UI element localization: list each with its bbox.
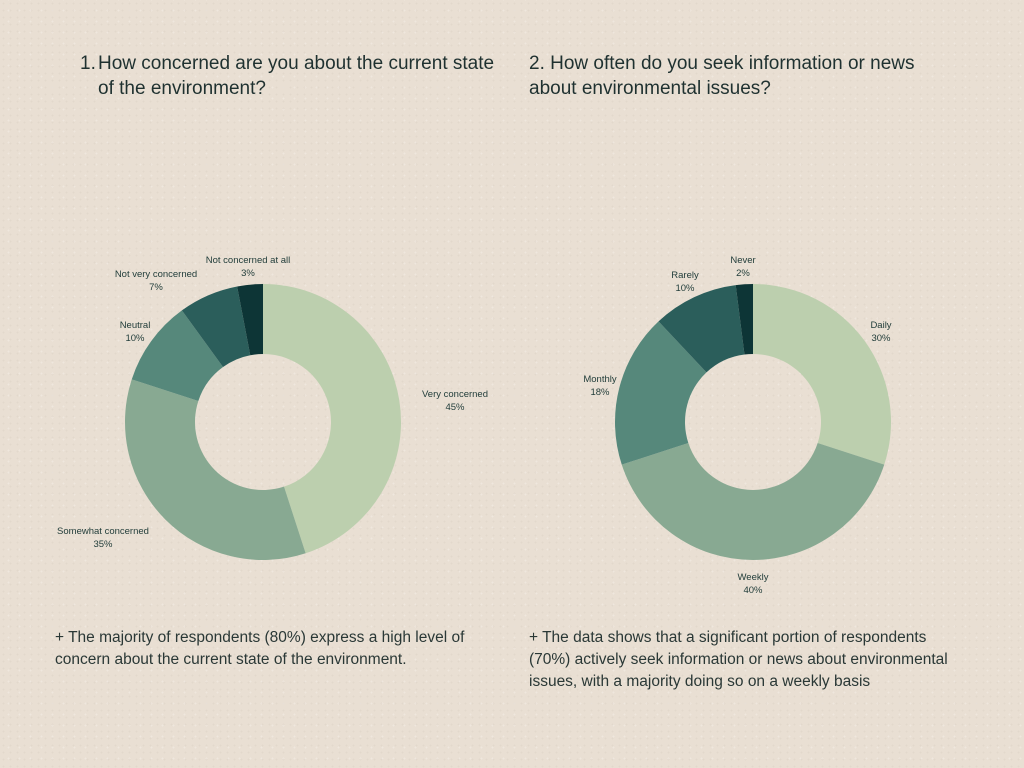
slice-rarely [658, 285, 745, 373]
slice-never [735, 284, 753, 355]
slice-not-very-concerned [181, 286, 251, 367]
note-concern-summary: + The majority of respondents (80%) expr… [55, 629, 465, 668]
slice-label-rarely: Rarely [671, 270, 699, 281]
slice-weekly [621, 443, 885, 560]
slice-label-somewhat-concerned: Somewhat concerned [57, 526, 149, 537]
slice-label-neutral: Neutral [120, 320, 151, 331]
slice-monthly [615, 321, 707, 465]
slice-not-concerned-at-all [237, 284, 263, 356]
slice-value-very-concerned: 45% [445, 402, 465, 413]
slice-label-not-very-concerned: Not very concerned [115, 269, 197, 280]
slice-somewhat-concerned [124, 379, 306, 560]
question-1-title: 1. How concerned are you about the curre… [80, 51, 500, 101]
slice-value-daily: 30% [871, 333, 891, 344]
slice-neutral [131, 310, 224, 401]
question-1-text: How concerned are you about the current … [98, 53, 495, 99]
slice-value-not-very-concerned: 7% [149, 282, 163, 293]
slice-daily [753, 284, 891, 465]
slice-label-very-concerned: Very concerned [422, 389, 488, 400]
slice-label-never: Never [730, 255, 755, 266]
slice-value-neutral: 10% [125, 333, 145, 344]
slice-label-monthly: Monthly [583, 374, 617, 385]
concern-donut-chart: Very concerned 45% Somewhat concerned 35% Ne… [57, 255, 488, 560]
slice-value-not-concerned-at-all: 3% [241, 268, 255, 279]
slice-label-not-concerned-at-all: Not concerned at all [206, 255, 291, 266]
slice-label-daily: Daily [870, 320, 891, 331]
question-2-title: 2. How often do you seek information or … [529, 53, 915, 99]
note-frequency-summary: + The data shows that a significant port… [529, 629, 948, 690]
slice-value-rarely: 10% [675, 283, 695, 294]
frequency-donut-chart: Daily 30% Weekly 40% Monthly 18% Rarely 10% Neve… [583, 255, 891, 596]
slice-value-monthly: 18% [590, 387, 610, 398]
slice-value-never: 2% [736, 268, 750, 279]
slice-value-weekly: 40% [743, 585, 763, 596]
slice-value-somewhat-concerned: 35% [93, 539, 113, 550]
slice-very-concerned [263, 284, 401, 554]
slice-label-weekly: Weekly [738, 572, 769, 583]
question-1-number: 1. [80, 53, 96, 74]
